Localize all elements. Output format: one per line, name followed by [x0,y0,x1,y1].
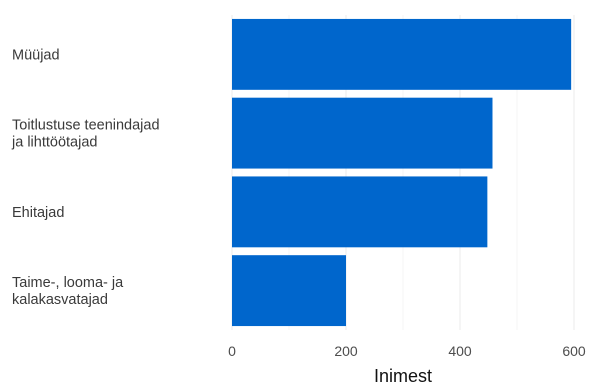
category-label: Taime-, looma- ja kalakasvatajad [12,275,124,308]
category-label: Ehitajad [12,205,64,221]
bar [232,255,346,327]
category-label: Toitlustuse teenindajad ja lihttöötajad [11,118,160,151]
x-axis-title: Inimest [374,366,432,386]
category-label: Müüjad [12,47,60,63]
bar [232,97,493,169]
x-tick-label: 200 [334,343,358,359]
x-tick-label: 600 [562,343,586,359]
bars [232,18,572,327]
bar [232,18,572,90]
bar [232,176,488,248]
x-tick-label: 400 [448,343,472,359]
x-tick-label: 0 [228,343,236,359]
x-tick-labels: 0 200 400 600 [228,343,586,359]
category-labels: Müüjad Toitlustuse teenindajad ja lihttööt… [11,47,160,308]
